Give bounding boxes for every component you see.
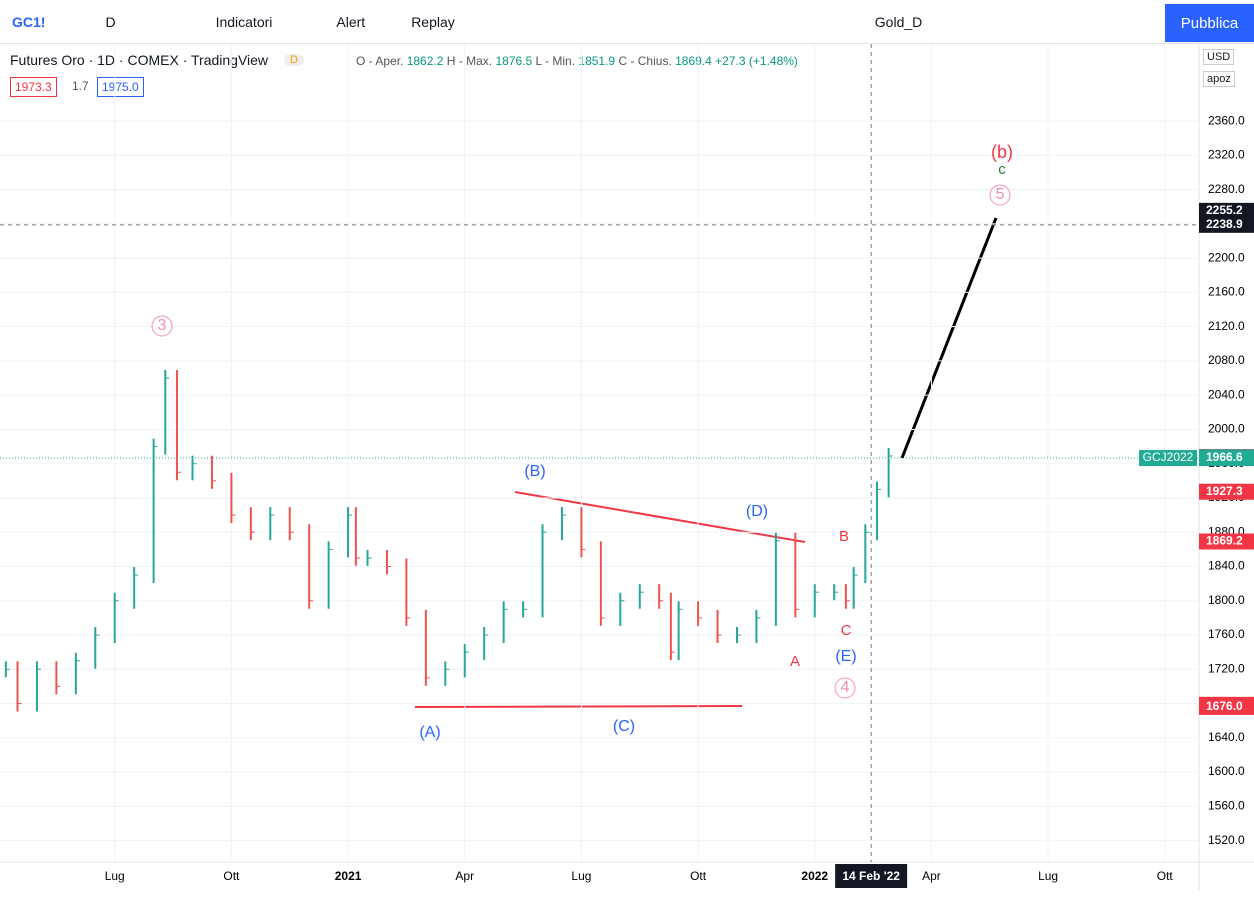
wave-circle xyxy=(151,315,173,337)
label: O - Aper. xyxy=(356,54,404,68)
y-tick-label: 1520.0 xyxy=(1208,833,1245,847)
y-tick-label: 2000.0 xyxy=(1208,422,1245,436)
x-tick-label: Apr xyxy=(455,869,474,883)
wave-label: (C) xyxy=(613,718,635,735)
spread: 1.7 xyxy=(72,79,89,93)
price-label: 1966.6 xyxy=(1206,450,1243,464)
y-tick-label: 1600.0 xyxy=(1208,764,1245,778)
wave-label: (b) xyxy=(991,142,1013,162)
projection-line xyxy=(900,217,998,459)
y-tick-label: 2160.0 xyxy=(1208,285,1245,299)
wave-label: C xyxy=(841,622,852,639)
x-tick-label: Lug xyxy=(105,869,125,883)
ohlc-values: O - Aper. 1862.2 H - Max. 1876.5 L - Min… xyxy=(356,54,798,68)
price-label: 2255.2 xyxy=(1206,203,1243,217)
interval[interactable]: D xyxy=(105,13,116,30)
scale-menu[interactable]: apoz xyxy=(1203,71,1235,87)
label: L - Min. xyxy=(535,54,576,68)
price-label-bg xyxy=(1199,450,1254,467)
wave-label: 5 xyxy=(996,186,1005,203)
tag-bg xyxy=(1139,450,1197,467)
alert[interactable]: Alert xyxy=(336,13,366,30)
value: 1869.4 xyxy=(675,54,712,68)
price-label: 1927.3 xyxy=(1206,484,1243,498)
y-tick-label: 2200.0 xyxy=(1208,250,1245,264)
y-tick-label: 2120.0 xyxy=(1208,319,1245,333)
wave-label: (E) xyxy=(835,648,856,665)
label: H - Max. xyxy=(446,54,493,68)
value: 1876.5 xyxy=(495,54,533,68)
y-tick-label: 1720.0 xyxy=(1208,661,1245,675)
replay[interactable]: Replay xyxy=(411,13,455,30)
wave-label: B xyxy=(839,528,849,545)
wave-label: A xyxy=(790,653,800,670)
trend-line xyxy=(514,491,806,543)
y-tick-label: 2080.0 xyxy=(1208,353,1245,367)
x-tick-label: Ott xyxy=(223,869,240,883)
wave-label: (A) xyxy=(419,724,440,741)
value: 1862.2 xyxy=(406,54,444,68)
y-tick-label: 1640.0 xyxy=(1208,730,1245,744)
wave-circle xyxy=(989,184,1011,206)
buy-price[interactable]: 1975.0 xyxy=(97,77,144,97)
contract-tag: GCJ2022 xyxy=(1143,450,1194,464)
price-label: 2238.9 xyxy=(1206,217,1243,231)
value: 1851.9 xyxy=(578,54,616,68)
sell-price[interactable]: 1973.3 xyxy=(10,77,57,97)
price-label-bg xyxy=(1199,483,1254,500)
toolbar: GC1! D Indicatori Alert Replay Gold_D Pu… xyxy=(0,0,1254,44)
badge: D xyxy=(284,54,304,66)
indicators[interactable]: Indicatori xyxy=(215,13,273,30)
crosshair-label: 14 Feb '22 xyxy=(842,869,900,883)
chart: 1520.01560.01600.01640.01680.01720.01760… xyxy=(0,44,1254,890)
x-tick-label: Ott xyxy=(690,869,707,883)
y-tick-label: 2320.0 xyxy=(1208,148,1245,162)
price-label-bg xyxy=(1199,216,1254,233)
y-tick-label: 2280.0 xyxy=(1208,182,1245,196)
trend-line xyxy=(414,705,743,708)
wave-label: (B) xyxy=(524,463,545,480)
x-tick-label: 2022 xyxy=(801,869,828,883)
x-tick-label: Lug xyxy=(1038,869,1058,883)
change-pct: (+1.48%) xyxy=(748,54,798,68)
crosshair-label-bg xyxy=(835,864,908,888)
publish[interactable]: Pubblica xyxy=(1165,4,1254,42)
y-tick-label: 1560.0 xyxy=(1208,798,1245,812)
y-tick-label: 1800.0 xyxy=(1208,593,1245,607)
y-tick-label: 2040.0 xyxy=(1208,387,1245,401)
x-tick-label: Apr xyxy=(922,869,941,883)
wave-label: (D) xyxy=(746,503,768,520)
price-label-bg xyxy=(1199,533,1254,550)
y-tick-label: 1840.0 xyxy=(1208,559,1245,573)
x-tick-label: Lug xyxy=(571,869,591,883)
price-label: 1676.0 xyxy=(1206,699,1243,713)
change: +27.3 xyxy=(715,54,746,68)
y-tick-label: 1760.0 xyxy=(1208,627,1245,641)
y-tick-label: 2360.0 xyxy=(1208,113,1245,127)
symbol[interactable]: GC1! xyxy=(12,13,46,30)
price-label-bg xyxy=(1199,202,1254,219)
wave-circle xyxy=(834,677,856,699)
wave-label: 4 xyxy=(841,679,850,696)
label: C - Chius. xyxy=(618,54,672,68)
price-label-bg xyxy=(1199,698,1254,715)
wave-label: 3 xyxy=(158,317,167,334)
layout[interactable]: Gold_D xyxy=(874,13,923,30)
wave-label: c xyxy=(998,161,1006,178)
currency[interactable]: USD xyxy=(1203,49,1235,65)
legend: Futures Oro · 1D · COMEX · TradingView D xyxy=(10,52,304,68)
x-tick-label: 2021 xyxy=(335,869,362,883)
x-tick-label: Ott xyxy=(1157,869,1174,883)
legend-title: Futures Oro · 1D · COMEX · TradingView xyxy=(10,52,269,68)
price-label: 1869.2 xyxy=(1206,534,1243,548)
